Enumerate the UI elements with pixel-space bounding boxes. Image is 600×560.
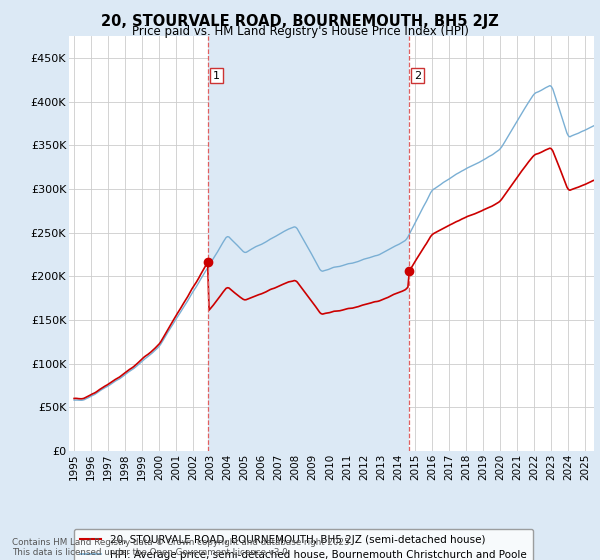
Text: 2: 2 (414, 71, 421, 81)
Text: 1: 1 (213, 71, 220, 81)
Legend: 20, STOURVALE ROAD, BOURNEMOUTH, BH5 2JZ (semi-detached house), HPI: Average pri: 20, STOURVALE ROAD, BOURNEMOUTH, BH5 2JZ… (74, 529, 533, 560)
Bar (208, 36, 409, 451)
Text: Price paid vs. HM Land Registry's House Price Index (HPI): Price paid vs. HM Land Registry's House … (131, 25, 469, 38)
Text: 20, STOURVALE ROAD, BOURNEMOUTH, BH5 2JZ: 20, STOURVALE ROAD, BOURNEMOUTH, BH5 2JZ (101, 14, 499, 29)
Text: Contains HM Land Registry data © Crown copyright and database right 2025.
This d: Contains HM Land Registry data © Crown c… (12, 538, 352, 557)
